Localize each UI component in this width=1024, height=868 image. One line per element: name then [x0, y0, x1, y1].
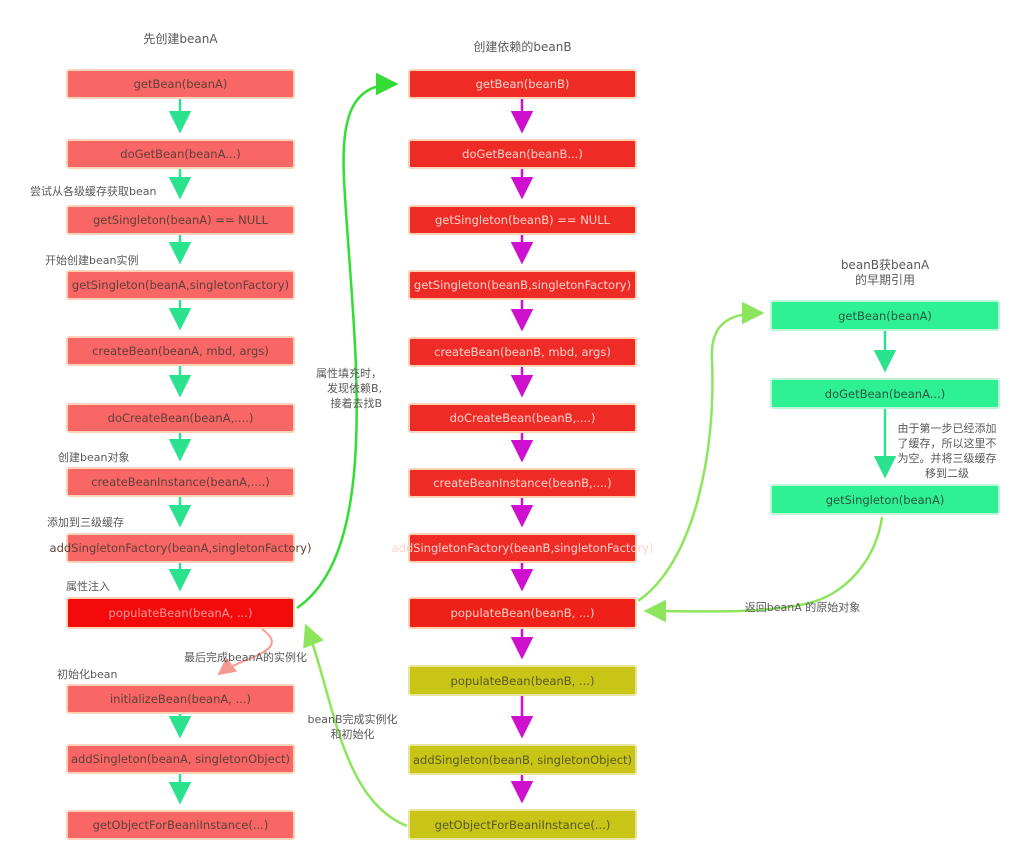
- note-cache-line2: 了缓存，所以这里不: [897, 437, 997, 450]
- beanb-box-createbean: createBean(beanB, mbd, args): [408, 337, 637, 367]
- beana-box-docreatebean: doCreateBean(beanA,....): [66, 403, 295, 433]
- beana-box-createbean: createBean(beanA, mbd, args): [66, 336, 295, 366]
- curve-b-finished-to-populatebeana: [303, 623, 408, 828]
- early-ref-column-title-line2: 的早期引用: [854, 273, 915, 287]
- note-init-bean: 初始化bean: [57, 668, 118, 681]
- early-ref-column-title-line1: beanB获beanA: [840, 258, 930, 272]
- note-add-l3-cache: 添加到三级缓存: [47, 516, 124, 529]
- note-cache-line1: 由于第一步已经添加: [897, 422, 997, 435]
- beana-column-title: 先创建beanA: [143, 32, 218, 46]
- note-property-fill: 属性填充时， 发现依赖B, 接着去找B: [300, 366, 382, 411]
- beana-box-createbeaninstance: createBeanInstance(beanA,....): [66, 467, 295, 497]
- early-ref-box-getbean: getBean(beanA): [770, 300, 1000, 331]
- note-start-create: 开始创建bean实例: [45, 254, 139, 267]
- note-beanb-done: beanB完成实例化 和初始化: [300, 712, 405, 742]
- beanb-box-addsingletonfactory: addSingletonFactory(beanB,singletonFacto…: [392, 533, 653, 563]
- beana-box-populatebean-highlight: populateBean(beanA, ...): [66, 597, 295, 629]
- note-cache-line4: 移到二级: [925, 467, 969, 480]
- beanb-box-populatebean: populateBean(beanB, ...): [408, 597, 637, 629]
- beana-box-initializebean: initializeBean(beanA, ...): [66, 684, 295, 714]
- beana-box-addsingletonfactory: addSingletonFactory(beanA,singletonFacto…: [50, 533, 311, 563]
- beanb-box-dogetbean: doGetBean(beanB...): [408, 139, 637, 169]
- beanb-box-createbeaninstance: createBeanInstance(beanB,....): [408, 468, 637, 498]
- note-prop-inject: 属性注入: [66, 580, 110, 593]
- note-create-obj: 创建bean对象: [58, 451, 130, 464]
- beanb-box-getobjectforbeaninstance: getObjectForBeaniInstance(...): [408, 809, 637, 840]
- note-property-fill-line3: 接着去找B: [330, 397, 382, 410]
- curve-populatebeanb-to-early-getbeana: [637, 301, 765, 603]
- note-cache-explanation: 由于第一步已经添加 了缓存，所以这里不 为空。并将三级缓存 移到二级: [887, 421, 1007, 481]
- beana-box-addsingleton: addSingleton(beanA, singletonObject): [66, 744, 295, 774]
- beanb-box-populatebean-done: populateBean(beanB, ...): [408, 665, 637, 696]
- curve-early-ref-return-to-populatebeanb: [643, 516, 884, 623]
- beana-box-getsingleton-factory: getSingleton(beanA,singletonFactory): [66, 270, 295, 300]
- note-try-cache: 尝试从各级缓存获取bean: [30, 185, 157, 198]
- beanb-box-getsingleton-null: getSingleton(beanB) == NULL: [408, 205, 637, 235]
- curve-populatebeana-to-getbeanb: [296, 72, 399, 610]
- note-finish-beana: 最后完成beanA的实例化: [184, 651, 307, 664]
- beana-box-getsingleton-null: getSingleton(beanA) == NULL: [66, 205, 295, 235]
- note-return-original: 返回beanA 的原始对象: [744, 601, 861, 614]
- note-property-fill-line2: 发现依赖B,: [326, 382, 382, 395]
- beanb-box-docreatebean: doCreateBean(beanB,....): [408, 403, 637, 433]
- beana-box-getobjectforbeaninstance: getObjectForBeaniInstance(...): [66, 810, 295, 840]
- note-beanb-done-line1: beanB完成实例化: [307, 713, 398, 726]
- note-cache-line3: 为空。并将三级缓存: [897, 452, 997, 465]
- beana-box-getbean: getBean(beanA): [66, 69, 295, 99]
- note-beanb-done-line2: 和初始化: [330, 728, 375, 741]
- early-ref-box-dogetbean: doGetBean(beanA...): [770, 378, 1000, 409]
- note-property-fill-line1: 属性填充时，: [316, 367, 382, 380]
- beanb-box-getsingleton-factory: getSingleton(beanB,singletonFactory): [408, 270, 637, 300]
- curve-populatebeana-to-initializebean: [217, 628, 273, 676]
- early-ref-box-getsingleton: getSingleton(beanA): [770, 484, 1000, 515]
- beana-box-dogetbean: doGetBean(beanA...): [66, 139, 295, 169]
- beanb-column-title: 创建依赖的beanB: [473, 40, 572, 54]
- beanb-box-addsingleton: addSingleton(beanB, singletonObject): [408, 744, 637, 775]
- beanb-box-getbean: getBean(beanB): [408, 69, 637, 99]
